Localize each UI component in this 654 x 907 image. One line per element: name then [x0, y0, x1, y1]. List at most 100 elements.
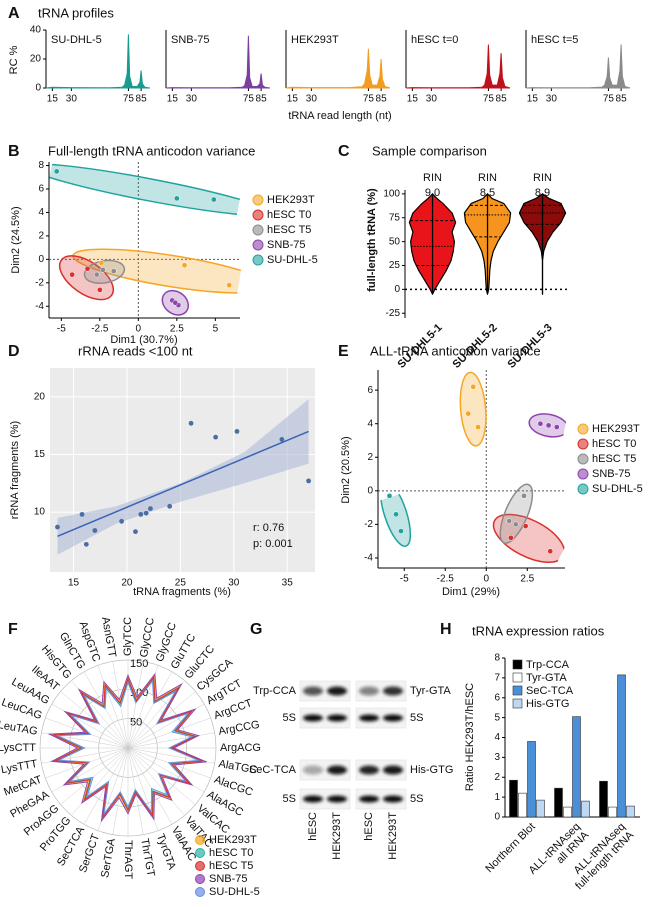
blot-band — [383, 765, 403, 775]
bar — [626, 805, 635, 818]
annotation-value: 9.0 — [425, 187, 440, 199]
annotation-label: RIN — [423, 172, 442, 184]
legend-label: Tyr-GTA — [526, 672, 567, 684]
blot-panel — [355, 680, 407, 702]
legend-label: HEK293T — [209, 834, 257, 846]
radar-tick-label: 150 — [130, 658, 148, 670]
x-axis-label: Dim1 (29%) — [442, 586, 500, 598]
data-point — [506, 518, 513, 524]
radar-series — [47, 672, 207, 823]
blot-label: SeC-TCA — [249, 764, 297, 776]
data-point — [234, 428, 240, 434]
panel-letter: G — [250, 621, 262, 638]
data-point — [210, 196, 217, 203]
y-tick-label: 2 — [494, 772, 500, 783]
x-tick-label: 15 — [68, 578, 80, 589]
y-tick-label: 1 — [494, 792, 500, 803]
violin-half — [463, 193, 489, 295]
y-tick-label: 4 — [367, 418, 373, 429]
legend-label: hESC T0 — [267, 209, 311, 221]
legend-label: SU-DHL-5 — [267, 254, 318, 266]
blot-panel — [355, 788, 407, 810]
legend-label: hESC T0 — [592, 438, 636, 450]
x-tick-label: 2.5 — [520, 574, 534, 585]
blot-label: 5S — [283, 712, 296, 724]
blot-panel — [299, 759, 351, 781]
panel-letter: D — [8, 343, 20, 360]
data-point — [545, 422, 552, 429]
bar — [563, 806, 572, 818]
violin-half — [431, 193, 457, 295]
annotation: r: 0.76 — [253, 522, 284, 534]
bar — [617, 674, 626, 818]
legend-label: hESC T0 — [209, 847, 253, 859]
series-label: HEK293T — [291, 34, 339, 46]
bar — [572, 716, 581, 818]
chart-title: tRNA profiles — [38, 5, 114, 20]
y-axis-label: rRNA fragments (%) — [9, 421, 21, 519]
legend-label: SU-DHL-5 — [592, 483, 643, 495]
annotation-label: RIN — [478, 172, 497, 184]
radar-series — [51, 674, 205, 821]
axis-label: SerTGA — [99, 837, 118, 879]
y-axis-label: Dim2 (20.5%) — [340, 436, 352, 503]
y-axis-label: Dim2 (24.5%) — [10, 206, 22, 273]
y-tick-label: 0 — [367, 485, 373, 496]
blot-panel — [355, 707, 407, 729]
y-tick-label: -2 — [364, 519, 373, 530]
data-point — [470, 383, 476, 390]
legend-swatch — [512, 672, 523, 683]
legend-marker — [195, 874, 205, 884]
radar-spoke — [97, 665, 129, 749]
legend-marker — [195, 848, 205, 858]
panel-letter: A — [8, 5, 20, 22]
blot-band — [303, 714, 323, 722]
lane-label: hESC — [307, 812, 319, 841]
blot-band — [327, 795, 347, 803]
length-profile — [525, 44, 631, 89]
y-tick-label: 0 — [494, 812, 500, 823]
legend-label: His-GTG — [526, 698, 569, 710]
axis-label: ThrTGT — [138, 838, 157, 878]
x-tick-label: 30 — [306, 94, 318, 105]
series-label: SNB-75 — [171, 34, 210, 46]
y-tick-label: 15 — [34, 449, 46, 460]
y-tick-label: 2 — [38, 231, 44, 242]
x-tick-label: 30 — [186, 94, 198, 105]
legend-swatch — [512, 685, 523, 696]
axis-label: LysTTT — [0, 758, 39, 776]
y-tick-label: 0 — [38, 254, 44, 265]
y-tick-label: -4 — [364, 553, 373, 564]
group-ellipse — [459, 371, 487, 447]
x-tick-label: 15 — [47, 94, 59, 105]
bar — [581, 800, 590, 818]
blot-band — [359, 795, 379, 803]
legend-marker — [195, 887, 205, 897]
y-tick-label: 8 — [494, 653, 500, 664]
panel-letter: C — [338, 143, 350, 160]
legend-label: HEK293T — [592, 423, 640, 435]
bar — [608, 806, 617, 818]
length-profile — [165, 35, 271, 89]
y-tick-label: 4 — [38, 207, 44, 218]
length-profile — [405, 44, 511, 89]
violin-half — [541, 193, 567, 295]
x-tick-label: 30 — [228, 578, 240, 589]
legend-marker — [195, 861, 205, 871]
y-tick-label: -4 — [35, 301, 44, 312]
x-tick-label: 5 — [213, 324, 219, 335]
bar — [554, 787, 563, 818]
data-point — [279, 437, 285, 442]
data-point — [148, 506, 153, 512]
data-point — [188, 420, 194, 426]
legend-marker — [252, 239, 264, 251]
x-tick-label: 0 — [483, 574, 489, 585]
annotation-label: RIN — [533, 172, 552, 184]
x-tick-label: 85 — [616, 94, 628, 105]
x-tick-label: 15 — [167, 94, 179, 105]
x-tick-label: -2.5 — [91, 324, 109, 335]
y-axis-label: Ratio HEK293T/hESC — [464, 683, 476, 791]
x-tick-label: 15 — [527, 94, 539, 105]
blot-panel — [355, 759, 407, 781]
data-point — [83, 541, 89, 547]
